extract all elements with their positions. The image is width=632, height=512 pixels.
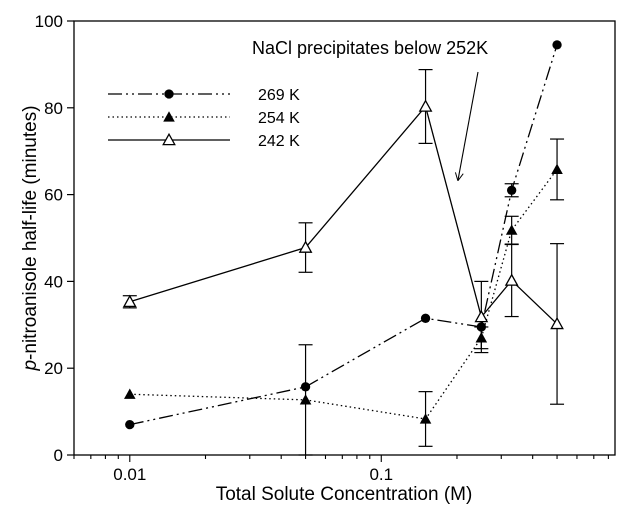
x-tick-label: 0.1: [369, 465, 393, 484]
series-line: [129, 169, 558, 420]
data-point: [298, 240, 313, 253]
series-269-k: [125, 40, 562, 430]
legend-marker: [163, 111, 175, 122]
data-point: [474, 309, 489, 323]
legend-item-269-k: 269 K: [108, 87, 300, 104]
data-point: [550, 316, 564, 330]
y-axis: 0 20 40 60 80 100: [35, 12, 74, 465]
data-point: [124, 388, 136, 399]
data-point: [419, 413, 432, 424]
series-layer: [122, 40, 565, 456]
data-point: [420, 313, 431, 323]
legend-item-242-k: 242 K: [108, 132, 300, 150]
data-point: [504, 273, 519, 286]
y-tick-label: 80: [44, 99, 63, 118]
series-line: [129, 44, 558, 426]
data-point: [551, 163, 563, 175]
legend-label: 254 K: [258, 110, 300, 127]
x-axis-label: Total Solute Concentration (M): [216, 484, 473, 505]
legend: 269 K 254 K 242 K: [108, 87, 300, 150]
data-point: [505, 224, 518, 235]
y-axis-label-rest: -nitroanisole half-life (minutes): [20, 105, 41, 360]
data-point: [122, 294, 137, 308]
x-tick-label: 0.01: [113, 465, 146, 484]
legend-label: 242 K: [258, 133, 300, 150]
annotation-arrow: [458, 71, 479, 180]
y-tick-label: 0: [54, 446, 63, 465]
legend-item-254-k: 254 K: [108, 110, 300, 127]
data-point: [418, 99, 433, 112]
data-point: [125, 419, 135, 430]
y-axis-label: p-nitroanisole half-life (minutes): [20, 105, 41, 371]
x-axis: 0.01 0.1: [73, 455, 609, 484]
data-point: [506, 185, 517, 195]
legend-marker: [162, 132, 176, 146]
y-axis-label-italic: p: [20, 360, 41, 372]
series-line: [129, 105, 558, 325]
legend-label: 269 K: [258, 87, 300, 104]
annotation-text: NaCl precipitates below 252K: [252, 38, 488, 58]
data-point: [552, 40, 562, 50]
plot-area: [73, 20, 616, 456]
y-tick-label: 40: [44, 272, 63, 291]
data-point: [299, 394, 312, 405]
y-tick-label: 60: [44, 186, 63, 205]
y-tick-label: 100: [35, 12, 63, 31]
legend-marker: [164, 89, 174, 99]
series-242-k: [122, 69, 565, 405]
plot-frame: [73, 20, 616, 456]
y-tick-label: 20: [44, 359, 63, 378]
